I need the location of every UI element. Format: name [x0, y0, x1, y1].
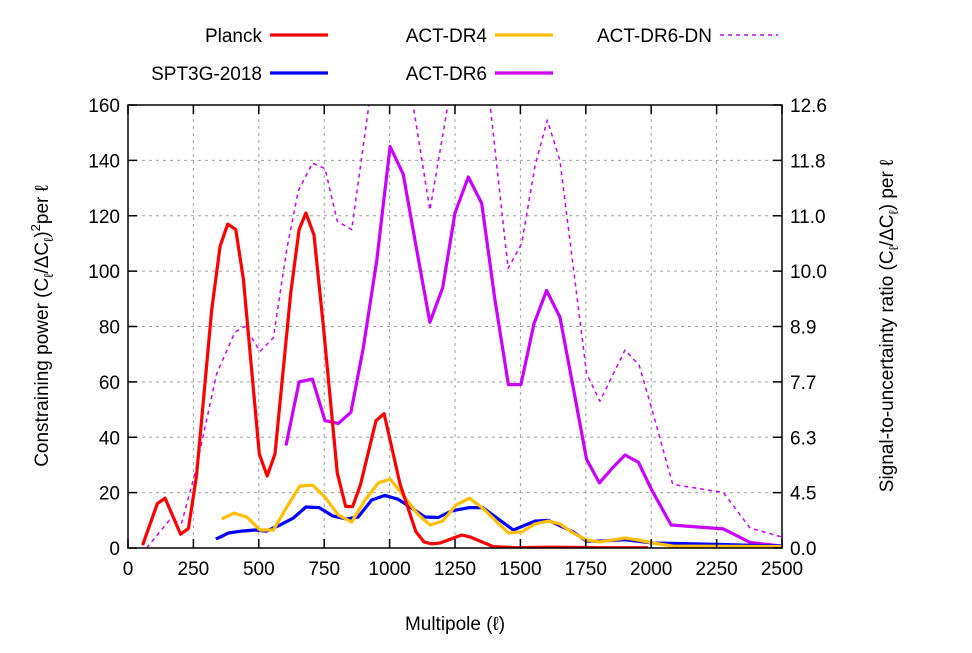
- ticks: 0 250 500 750 1000 1250 1500 1750 2000 2250 2500 0 0…: [88, 96, 827, 580]
- series-line-planck: [141, 211, 649, 548]
- y2-axis-label: Signal-to-uncertainty ratio (Cℓ/ΔCℓ) per…: [877, 160, 901, 492]
- y2-tick-label: 10.0: [790, 262, 827, 283]
- x-tick-label: 1250: [434, 559, 476, 580]
- y2-tick-label: 11.0: [790, 207, 826, 228]
- y-tick-label: 120: [88, 207, 120, 228]
- x-tick-label: 2250: [695, 559, 737, 580]
- y2-tick-label: 8.9: [790, 318, 816, 339]
- y-tick-label: 60: [99, 373, 120, 394]
- x-tick-label: 250: [178, 559, 210, 580]
- y-tick-label: 40: [99, 428, 120, 449]
- y-tick-label: 80: [99, 318, 120, 339]
- y2-tick-label: 11.8: [790, 151, 826, 172]
- y2-tick-label: 12.6: [790, 96, 827, 117]
- y-axis-label: Constraining power (Cℓ/ΔCℓ)2per ℓ: [28, 185, 56, 467]
- x-tick-label: 1750: [565, 559, 607, 580]
- y-tick-label: 140: [88, 151, 120, 172]
- grid: [128, 105, 782, 548]
- x-tick-label: 500: [243, 559, 275, 580]
- x-tick-label: 1000: [368, 559, 410, 580]
- y-tick-label: 20: [99, 484, 120, 505]
- x-tick-label: 750: [308, 559, 340, 580]
- x-tick-label: 2500: [761, 559, 803, 580]
- legend-label-act-dr4: ACT-DR4: [406, 26, 488, 47]
- x-axis-label: Multipole (ℓ): [405, 614, 505, 635]
- series-line-spt3g-2018: [215, 493, 782, 548]
- legend-label-spt3g-2018: SPT3G-2018: [151, 64, 262, 85]
- legend-label-planck: Planck: [205, 26, 263, 47]
- y2-tick-label: 4.5: [790, 484, 816, 505]
- y2-tick-label: 0.0: [790, 539, 816, 560]
- legend: Planck SPT3G-2018 ACT-DR4 ACT-DR6 ACT-DR6-DN: [151, 26, 778, 85]
- y-tick-label: 0: [109, 539, 120, 560]
- y-tick-label: 160: [88, 96, 120, 117]
- y2-tick-label: 7.7: [790, 373, 816, 394]
- series-line-act-dr4: [221, 477, 782, 548]
- x-tick-label: 1500: [499, 559, 541, 580]
- y-tick-label: 100: [88, 262, 120, 283]
- series-layer: [141, 105, 782, 548]
- legend-label-act-dr6-dn: ACT-DR6-DN: [597, 26, 712, 47]
- y2-tick-label: 6.3: [790, 428, 816, 449]
- legend-label-act-dr6: ACT-DR6: [406, 64, 487, 85]
- series-line-act-dr6: [284, 144, 782, 548]
- series-line-act-dr6-dn: [146, 105, 782, 548]
- x-tick-label: 0: [123, 559, 134, 580]
- x-tick-label: 2000: [630, 559, 672, 580]
